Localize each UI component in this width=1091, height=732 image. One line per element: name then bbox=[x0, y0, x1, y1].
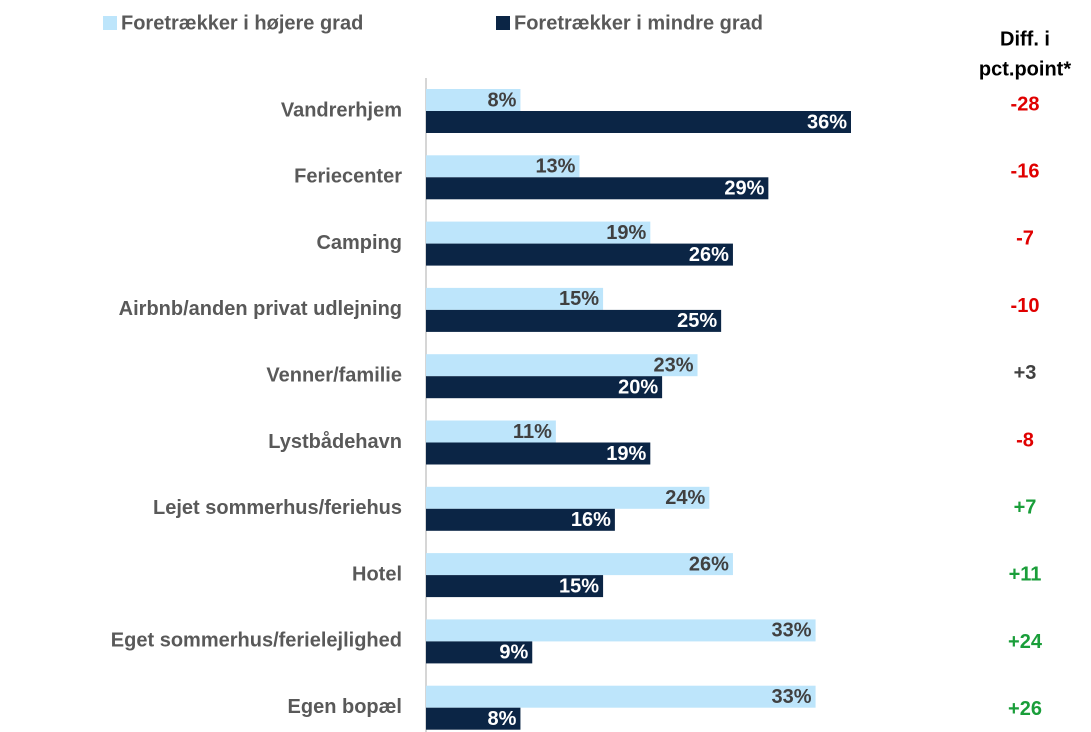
legend-swatch bbox=[496, 16, 510, 30]
value-label: 8% bbox=[488, 89, 517, 111]
bar bbox=[426, 685, 816, 708]
bar bbox=[426, 420, 556, 443]
bar bbox=[426, 442, 651, 465]
bar bbox=[426, 155, 580, 178]
bar bbox=[426, 243, 733, 266]
category-label: Hotel bbox=[352, 563, 402, 585]
bar bbox=[426, 508, 615, 531]
bar bbox=[426, 641, 533, 664]
diff-title: pct.point* bbox=[979, 58, 1071, 80]
value-label: 23% bbox=[653, 354, 693, 376]
diff-label: +24 bbox=[1008, 631, 1043, 653]
value-label: 19% bbox=[606, 222, 646, 244]
bar bbox=[426, 309, 722, 332]
category-label: Lejet sommerhus/feriehus bbox=[153, 497, 402, 519]
value-label: 15% bbox=[559, 288, 599, 310]
bar bbox=[426, 376, 663, 399]
value-label: 19% bbox=[606, 443, 646, 465]
category-label: Vandrerhjem bbox=[281, 99, 402, 121]
diff-label: +11 bbox=[1009, 564, 1042, 586]
value-label: 36% bbox=[807, 111, 847, 133]
value-label: 8% bbox=[488, 708, 517, 730]
category-label: Airbnb/anden privat udlejning bbox=[119, 298, 402, 320]
value-label: 20% bbox=[618, 376, 658, 398]
value-label: 24% bbox=[665, 487, 705, 509]
value-label: 13% bbox=[535, 156, 575, 178]
bar bbox=[426, 354, 698, 377]
diff-label: +3 bbox=[1014, 362, 1037, 384]
legend-label: Foretrækker i højere grad bbox=[121, 12, 363, 34]
value-label: 9% bbox=[499, 642, 528, 664]
bar bbox=[426, 111, 851, 133]
bar bbox=[426, 553, 733, 576]
bar bbox=[426, 486, 710, 509]
value-label: 29% bbox=[724, 178, 764, 200]
bar bbox=[426, 619, 816, 642]
diff-label: -7 bbox=[1016, 228, 1034, 250]
category-label: Eget sommerhus/ferielejlighed bbox=[111, 630, 402, 652]
value-label: 25% bbox=[677, 310, 717, 332]
value-label: 33% bbox=[772, 686, 812, 708]
diff-label: -8 bbox=[1016, 429, 1034, 451]
category-label: Venner/familie bbox=[266, 364, 402, 386]
bar bbox=[426, 221, 651, 244]
bar bbox=[426, 287, 604, 310]
diff-label: +26 bbox=[1008, 698, 1042, 720]
category-label: Egen bopæl bbox=[288, 696, 402, 718]
value-label: 26% bbox=[689, 553, 729, 575]
legend-swatch bbox=[103, 16, 117, 30]
category-label: Feriecenter bbox=[294, 166, 402, 188]
diff-label: -28 bbox=[1011, 93, 1040, 115]
diff-title: Diff. i bbox=[1000, 28, 1050, 50]
diff-label: -16 bbox=[1011, 160, 1040, 182]
value-label: 11% bbox=[513, 421, 552, 443]
bar bbox=[426, 707, 521, 730]
bar bbox=[426, 575, 604, 598]
value-label: 15% bbox=[559, 575, 599, 597]
category-label: Camping bbox=[316, 232, 402, 254]
diff-label: -10 bbox=[1011, 295, 1040, 317]
category-label: Lystbådehavn bbox=[268, 430, 402, 453]
value-label: 33% bbox=[772, 620, 812, 642]
legend-label: Foretrækker i mindre grad bbox=[514, 12, 763, 34]
diff-label: +7 bbox=[1014, 496, 1037, 518]
bar bbox=[426, 177, 769, 200]
value-label: 26% bbox=[689, 244, 729, 266]
value-label: 16% bbox=[571, 509, 611, 531]
bar bbox=[426, 89, 521, 111]
